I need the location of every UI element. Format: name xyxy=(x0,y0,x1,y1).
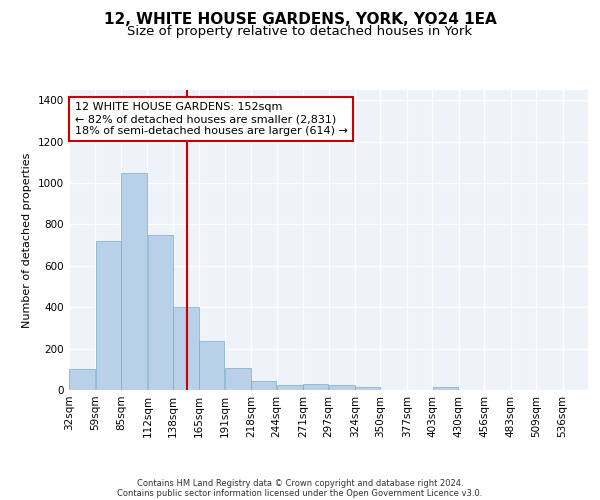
Bar xyxy=(303,384,328,390)
Bar xyxy=(225,368,251,390)
Y-axis label: Number of detached properties: Number of detached properties xyxy=(22,152,32,328)
Bar xyxy=(148,235,173,390)
Bar xyxy=(329,385,355,390)
Bar xyxy=(95,241,121,390)
Bar xyxy=(355,387,380,390)
Bar xyxy=(121,173,147,390)
Bar xyxy=(173,307,199,390)
Bar xyxy=(277,385,303,390)
Text: Contains public sector information licensed under the Open Government Licence v3: Contains public sector information licen… xyxy=(118,488,482,498)
Bar xyxy=(199,342,224,390)
Text: 12, WHITE HOUSE GARDENS, YORK, YO24 1EA: 12, WHITE HOUSE GARDENS, YORK, YO24 1EA xyxy=(104,12,496,28)
Text: 12 WHITE HOUSE GARDENS: 152sqm
← 82% of detached houses are smaller (2,831)
18% : 12 WHITE HOUSE GARDENS: 152sqm ← 82% of … xyxy=(75,102,348,136)
Text: Size of property relative to detached houses in York: Size of property relative to detached ho… xyxy=(127,25,473,38)
Bar xyxy=(69,370,95,390)
Bar xyxy=(433,387,458,390)
Text: Contains HM Land Registry data © Crown copyright and database right 2024.: Contains HM Land Registry data © Crown c… xyxy=(137,478,463,488)
Bar xyxy=(251,380,277,390)
